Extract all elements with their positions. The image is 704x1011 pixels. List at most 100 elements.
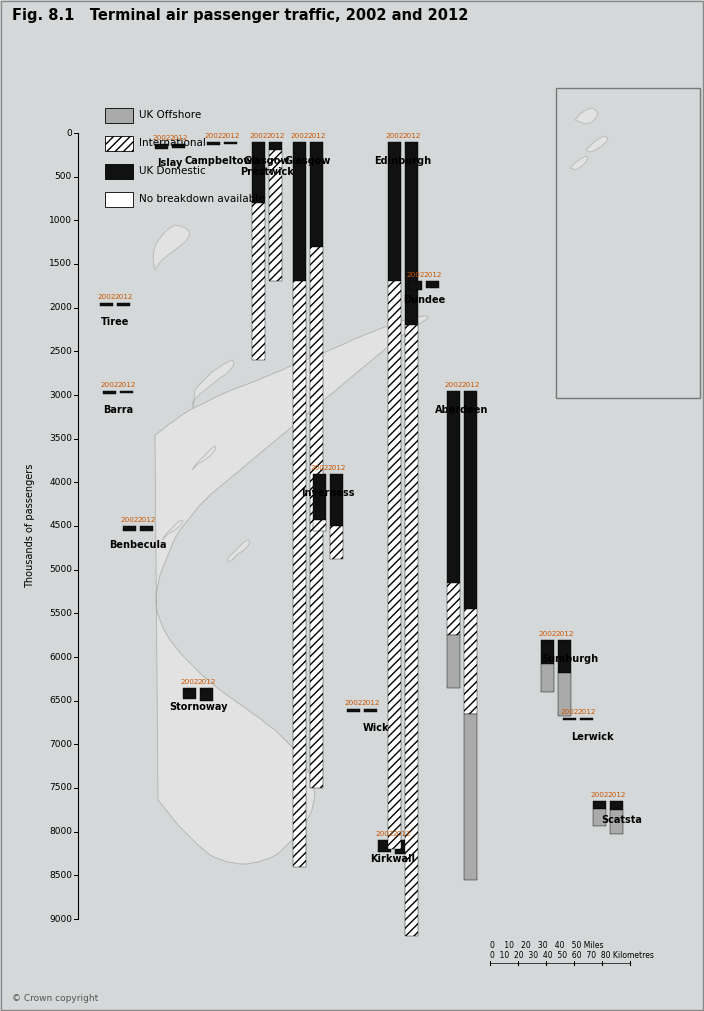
Bar — [464, 390, 477, 609]
Text: 4500: 4500 — [49, 522, 72, 531]
Text: Campbeltown: Campbeltown — [184, 156, 260, 166]
Text: 2012: 2012 — [392, 831, 410, 837]
Bar — [447, 582, 460, 635]
Text: Lerwick: Lerwick — [571, 732, 613, 742]
Polygon shape — [228, 540, 250, 562]
Bar — [610, 810, 623, 834]
Text: 9000: 9000 — [49, 915, 72, 923]
Text: 2002: 2002 — [120, 517, 139, 523]
Text: 7500: 7500 — [49, 784, 72, 793]
Text: No breakdown available: No breakdown available — [139, 194, 265, 204]
Text: 2012: 2012 — [608, 792, 626, 798]
Bar — [405, 326, 418, 936]
Text: Sumburgh: Sumburgh — [541, 653, 598, 663]
Text: Glasgow
Prestwick: Glasgow Prestwick — [240, 156, 294, 177]
Text: 2012: 2012 — [402, 132, 421, 139]
Text: 2012: 2012 — [555, 631, 574, 637]
Bar — [117, 303, 130, 305]
Text: 2002: 2002 — [539, 631, 557, 637]
Bar — [183, 687, 196, 699]
Text: 3500: 3500 — [49, 434, 72, 443]
Bar — [395, 840, 408, 854]
Bar — [310, 142, 323, 247]
Text: 2012: 2012 — [307, 132, 326, 139]
Polygon shape — [153, 225, 190, 270]
Text: 2002: 2002 — [290, 132, 309, 139]
Text: 2012: 2012 — [327, 465, 346, 470]
Text: Tiree: Tiree — [101, 317, 130, 328]
Text: 2012: 2012 — [361, 701, 379, 707]
Bar — [224, 142, 237, 144]
Polygon shape — [192, 446, 216, 470]
Bar — [426, 281, 439, 288]
Bar — [409, 281, 422, 290]
Bar — [464, 609, 477, 714]
Text: 8000: 8000 — [49, 827, 72, 836]
Bar — [593, 809, 606, 826]
Text: UK Domestic: UK Domestic — [139, 167, 206, 177]
Text: 1000: 1000 — [49, 215, 72, 224]
Text: 2002: 2002 — [310, 465, 329, 470]
Text: Dundee: Dundee — [403, 295, 445, 305]
Bar — [541, 640, 554, 664]
Polygon shape — [570, 156, 588, 170]
Text: 8500: 8500 — [49, 870, 72, 880]
Text: Thousands of passengers: Thousands of passengers — [25, 464, 35, 588]
Text: 2002: 2002 — [97, 294, 115, 300]
Text: 3000: 3000 — [49, 390, 72, 399]
Bar — [120, 390, 133, 393]
Bar — [313, 473, 326, 520]
Text: 4000: 4000 — [49, 478, 72, 487]
Bar — [155, 145, 168, 149]
Bar — [269, 142, 282, 151]
Text: 0  10  20  30  40  50  60  70  80 Kilometres: 0 10 20 30 40 50 60 70 80 Kilometres — [490, 951, 654, 960]
Text: 6000: 6000 — [49, 652, 72, 661]
Bar — [556, 88, 700, 398]
Bar — [447, 390, 460, 582]
Bar — [593, 801, 606, 809]
Bar — [405, 142, 418, 326]
Bar — [310, 247, 323, 788]
Text: Kirkwall: Kirkwall — [370, 854, 415, 864]
Text: Barra: Barra — [103, 404, 133, 415]
Bar — [105, 164, 133, 179]
Text: 2002: 2002 — [385, 132, 404, 139]
Bar — [293, 142, 306, 281]
Text: 0    10   20   30   40   50 Miles: 0 10 20 30 40 50 Miles — [490, 941, 603, 950]
Bar — [100, 303, 113, 306]
Text: 2012: 2012 — [137, 517, 156, 523]
Text: 2012: 2012 — [197, 678, 215, 684]
Bar — [610, 801, 623, 810]
Polygon shape — [192, 360, 234, 408]
Text: Glasgow: Glasgow — [285, 156, 331, 166]
Bar — [558, 672, 571, 716]
Text: 2002: 2002 — [375, 831, 394, 837]
Bar — [105, 192, 133, 207]
Text: 5500: 5500 — [49, 609, 72, 618]
Text: 2012: 2012 — [221, 132, 240, 139]
Polygon shape — [155, 316, 428, 864]
Text: 0: 0 — [66, 128, 72, 137]
Bar — [388, 142, 401, 281]
Text: 2012: 2012 — [118, 381, 136, 387]
Text: 2012: 2012 — [169, 135, 188, 142]
Bar — [388, 281, 401, 849]
Text: Fig. 8.1   Terminal air passenger traffic, 2002 and 2012: Fig. 8.1 Terminal air passenger traffic,… — [12, 8, 468, 23]
Bar — [330, 473, 343, 526]
Bar — [103, 390, 116, 393]
Text: Edinburgh: Edinburgh — [375, 156, 432, 166]
Bar — [140, 526, 153, 531]
Text: 2012: 2012 — [577, 709, 596, 715]
Bar — [378, 840, 391, 851]
Text: 6500: 6500 — [49, 697, 72, 705]
Text: Aberdeen: Aberdeen — [435, 404, 489, 415]
Text: Wick: Wick — [363, 724, 389, 733]
Bar — [293, 281, 306, 866]
Text: Islay: Islay — [157, 159, 182, 169]
Polygon shape — [575, 108, 598, 124]
Text: 2012: 2012 — [461, 381, 479, 387]
Text: 2002: 2002 — [180, 678, 199, 684]
Bar — [105, 136, 133, 151]
Bar — [252, 142, 265, 203]
Text: Benbecula: Benbecula — [109, 540, 167, 550]
